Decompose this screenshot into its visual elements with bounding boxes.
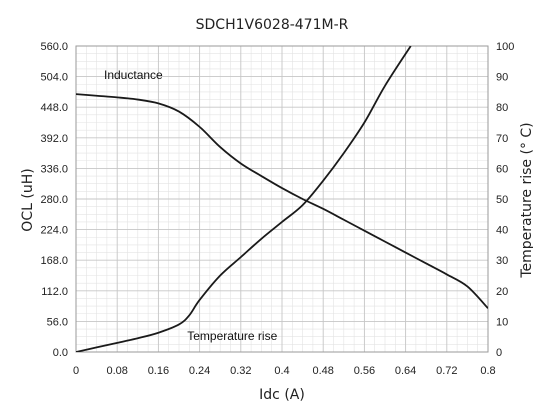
y-right-tick-label: 0 [496,347,502,359]
temperature-rise-label: Temperature rise [187,329,277,343]
x-tick-label: 0.8 [480,365,495,377]
x-tick-label: 0.48 [312,365,333,377]
y-right-tick-label: 70 [496,133,508,145]
y-right-tick-labels: 0 10 20 30 40 50 60 70 80 90 100 [496,41,514,359]
y-left-tick-label: 448.0 [40,102,68,114]
series-line-inductance [76,93,488,309]
x-tick-label: 0.72 [436,365,457,377]
x-tick-label: 0.56 [354,365,375,377]
y-right-tick-label: 20 [496,286,508,298]
y-right-tick-label: 40 [496,225,508,237]
y-right-tick-label: 30 [496,255,508,267]
y-left-tick-label: 336.0 [40,163,68,175]
plot-frame [75,45,489,353]
x-tick-label: 0.4 [274,365,289,377]
x-tick-label: 0 [73,365,79,377]
y-right-tick-label: 50 [496,194,508,206]
y-left-tick-label: 168.0 [40,255,68,267]
y-left-tick-label: 112.0 [41,286,68,298]
series-layer [76,46,488,352]
x-tick-label: 0.24 [189,365,210,377]
y-right-tick-label: 10 [496,316,508,328]
y-left-tick-labels: 0.0 56.0 112.0 168.0 224.0 280.0 336.0 392.0 448… [40,41,68,359]
y-right-tick-label: 90 [496,72,508,84]
y-right-tick-label: 80 [496,102,508,114]
y-left-tick-label: 0.0 [53,347,68,359]
x-tick-label: 0.32 [230,365,251,377]
x-tick-label: 0.08 [106,365,127,377]
chart-title: SDCH1V6028-471M-R [196,17,349,33]
y-right-axis-title: Temperature rise (° C) [519,122,533,278]
y-left-tick-label: 280.0 [40,194,68,206]
x-tick-label: 0.64 [395,365,416,377]
series-annotations: Inductance Temperature rise [104,68,278,343]
grid [75,45,489,353]
y-left-axis-title: OCL (uH) [20,168,36,231]
y-left-tick-label: 56.0 [47,316,68,328]
y-left-tick-label: 392.0 [40,133,68,145]
x-tick-label: 0.16 [148,365,169,377]
series-line-temperature-rise [76,46,412,352]
x-tick-labels: 0 0.08 0.16 0.24 0.32 0.4 0.48 0.56 0.64 0.72 0.8 [73,365,496,377]
y-left-tick-label: 504.0 [40,72,68,84]
inductance-label: Inductance [104,68,163,82]
x-axis-title: Idc (A) [259,387,305,403]
y-right-tick-label: 60 [496,163,508,175]
y-left-tick-label: 224.0 [40,225,68,237]
y-right-tick-label: 100 [496,41,514,53]
y-left-tick-label: 560.0 [40,41,68,53]
